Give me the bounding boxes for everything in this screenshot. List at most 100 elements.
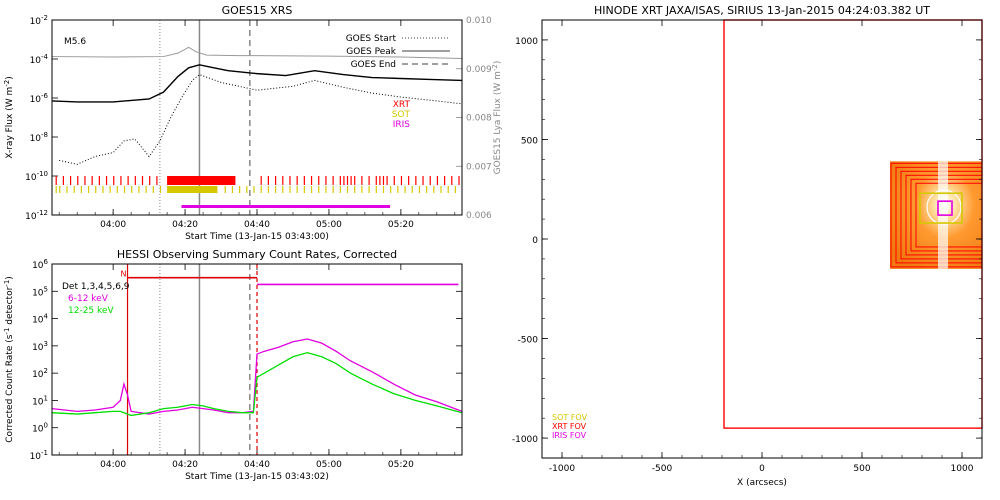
goes-y2label-part: -2 [491, 64, 499, 71]
fov-xtick-label: 500 [853, 464, 870, 474]
fov-box-sot [919, 192, 963, 224]
goes-bar-tick-sot [332, 186, 334, 193]
goes-bar-tick-xrt [429, 176, 431, 185]
goes-bar-tick-xrt [303, 176, 305, 185]
goes-flare-class: M5.6 [64, 37, 86, 47]
goes-bar-tick-sot [404, 186, 406, 193]
goes-legend-label: GOES End [351, 60, 396, 70]
hessi-frame [51, 263, 463, 456]
goes-y2tick-label: 0.008 [466, 114, 492, 124]
goes-bar-tick-sot [87, 186, 90, 193]
goes-ytick-label-base: 10 [30, 95, 42, 105]
goes-bar-tick-sot [310, 186, 313, 193]
goes-bar-tick-sot [66, 186, 68, 193]
goes-ytick-label-exp: -4 [41, 53, 49, 61]
hessi-ytick-label-base: 10 [32, 261, 44, 271]
hessi-count-rate-panel: HESSI Observing Summary Count Rates, Cor… [3, 248, 463, 482]
hessi-ytick-label-exp: 1 [44, 394, 48, 402]
fov-ytick-label: -500 [518, 336, 539, 346]
goes-bar-tick-sot [361, 186, 363, 193]
goes-bar-tick-xrt [62, 176, 64, 185]
goes-bar-tick-xrt [343, 176, 345, 185]
goes-ytick-label-exp: -8 [41, 131, 48, 139]
fov-xtick-label: 1000 [951, 464, 974, 474]
goes-bar-tick-sot [73, 186, 75, 193]
hessi-ylabel-part: Corrected Count Rate (s [5, 334, 15, 443]
goes-bar-tick-sot [231, 186, 234, 193]
hessi-ylabel: Corrected Count Rate (s-1 detector-1) [3, 276, 15, 443]
hessi-ytick-label: 100 [32, 422, 48, 435]
goes-bar-tick-sot [339, 186, 341, 193]
hessi-ytick-label-exp: 6 [44, 258, 49, 266]
goes-ytick-label: 10-6 [30, 92, 49, 105]
goes-bar-tick-xrt [350, 176, 352, 185]
goes-bar-tick-xrt [408, 176, 410, 185]
goes-bar-tick-xrt [69, 176, 72, 185]
hessi-legend-label: 6-12 keV [68, 294, 109, 304]
goes-bar-tick-sot [433, 186, 435, 193]
goes-ytick-label: 10-4 [30, 53, 49, 66]
hessi-ylabel-part: -1 [3, 280, 11, 287]
goes-ylabel-part: X-ray Flux (W m [5, 87, 15, 159]
goes-bar-tick-xrt [368, 176, 370, 185]
goes-ytick-label: 10-2 [30, 14, 48, 27]
goes-bar-tick-xrt [382, 176, 385, 185]
goes-bar-xrt [167, 176, 236, 185]
goes-bar-tick-xrt [386, 176, 388, 185]
goes-xtick-label: 04:40 [244, 220, 270, 230]
goes-bar-tick-sot [131, 186, 133, 193]
goes-bar-tick-xrt [149, 176, 151, 185]
goes-bar-tick-xrt [84, 176, 86, 185]
goes-bar-tick-xrt [289, 176, 291, 185]
goes-bar-tick-xrt [339, 176, 341, 185]
goes-bar-tick-sot [411, 186, 413, 193]
fov-legend-label: SOT FOV [552, 413, 588, 422]
hessi-ytick-label-base: 10 [32, 370, 44, 380]
goes-bar-tick-xrt [436, 176, 439, 185]
goes-bar-tick-sot [253, 186, 255, 193]
hessi-ytick-label: 105 [32, 285, 48, 298]
hessi-xtick-label: 05:00 [316, 460, 342, 470]
goes-ytick-label: 10-12 [25, 209, 48, 222]
hessi-title: HESSI Observing Summary Count Rates, Cor… [117, 248, 397, 261]
goes-bar-tick-xrt [105, 176, 108, 185]
hessi-ytick-label-base: 10 [32, 288, 44, 298]
goes-bar-tick-sot [224, 186, 226, 193]
goes-bar-tick-xrt [134, 176, 136, 185]
goes-legend-label: GOES Start [346, 34, 397, 44]
goes-bar-tick-sot [296, 186, 298, 193]
goes-bar-tick-xrt [332, 176, 334, 185]
goes-ytick-label-base: 10 [30, 56, 42, 66]
goes-ytick-label-base: 10 [30, 134, 42, 144]
goes-bar-tick-sot [274, 186, 277, 193]
goes-bar-tick-sot [246, 186, 248, 193]
goes-bar-tick-sot [303, 186, 305, 193]
fov-legend-label: IRIS FOV [552, 431, 587, 440]
hessi-ytick-label: 102 [32, 367, 48, 380]
goes-bar-tick-sot [123, 186, 126, 193]
fov-ytick-label: -1000 [512, 435, 538, 445]
goes-ytick-label-exp: -2 [41, 14, 48, 22]
goes-bar-tick-sot [109, 186, 111, 193]
goes-bar-tick-sot [159, 186, 162, 193]
goes-ytick-label: 10-10 [25, 170, 48, 183]
goes-bar-tick-sot [260, 186, 262, 193]
hessi-ytick-label-exp: 4 [44, 313, 49, 321]
goes-bar-tick-sot [354, 186, 356, 193]
goes-ylabel-part: -2 [3, 80, 11, 87]
goes-bar-tick-sot [318, 186, 320, 193]
goes-bar-tick-xrt [156, 176, 158, 185]
hessi-detectors: Det 1,3,4,5,6,9 [62, 282, 130, 292]
goes-bar-tick-xrt [120, 176, 122, 185]
goes-bar-tick-sot [440, 186, 442, 193]
goes-bar-tick-xrt [310, 176, 313, 185]
goes-xtick-label: 04:00 [100, 220, 126, 230]
goes-bar-tick-sot [289, 186, 291, 193]
hessi-ytick-label-base: 10 [32, 343, 44, 353]
fov-legend-label: XRT FOV [552, 422, 587, 431]
goes-bar-tick-xrt [444, 176, 446, 185]
goes-y2tick-label: 0.006 [466, 211, 492, 221]
goes-bar-tick-sot [282, 186, 284, 193]
hessi-night-marker: N [121, 270, 127, 279]
